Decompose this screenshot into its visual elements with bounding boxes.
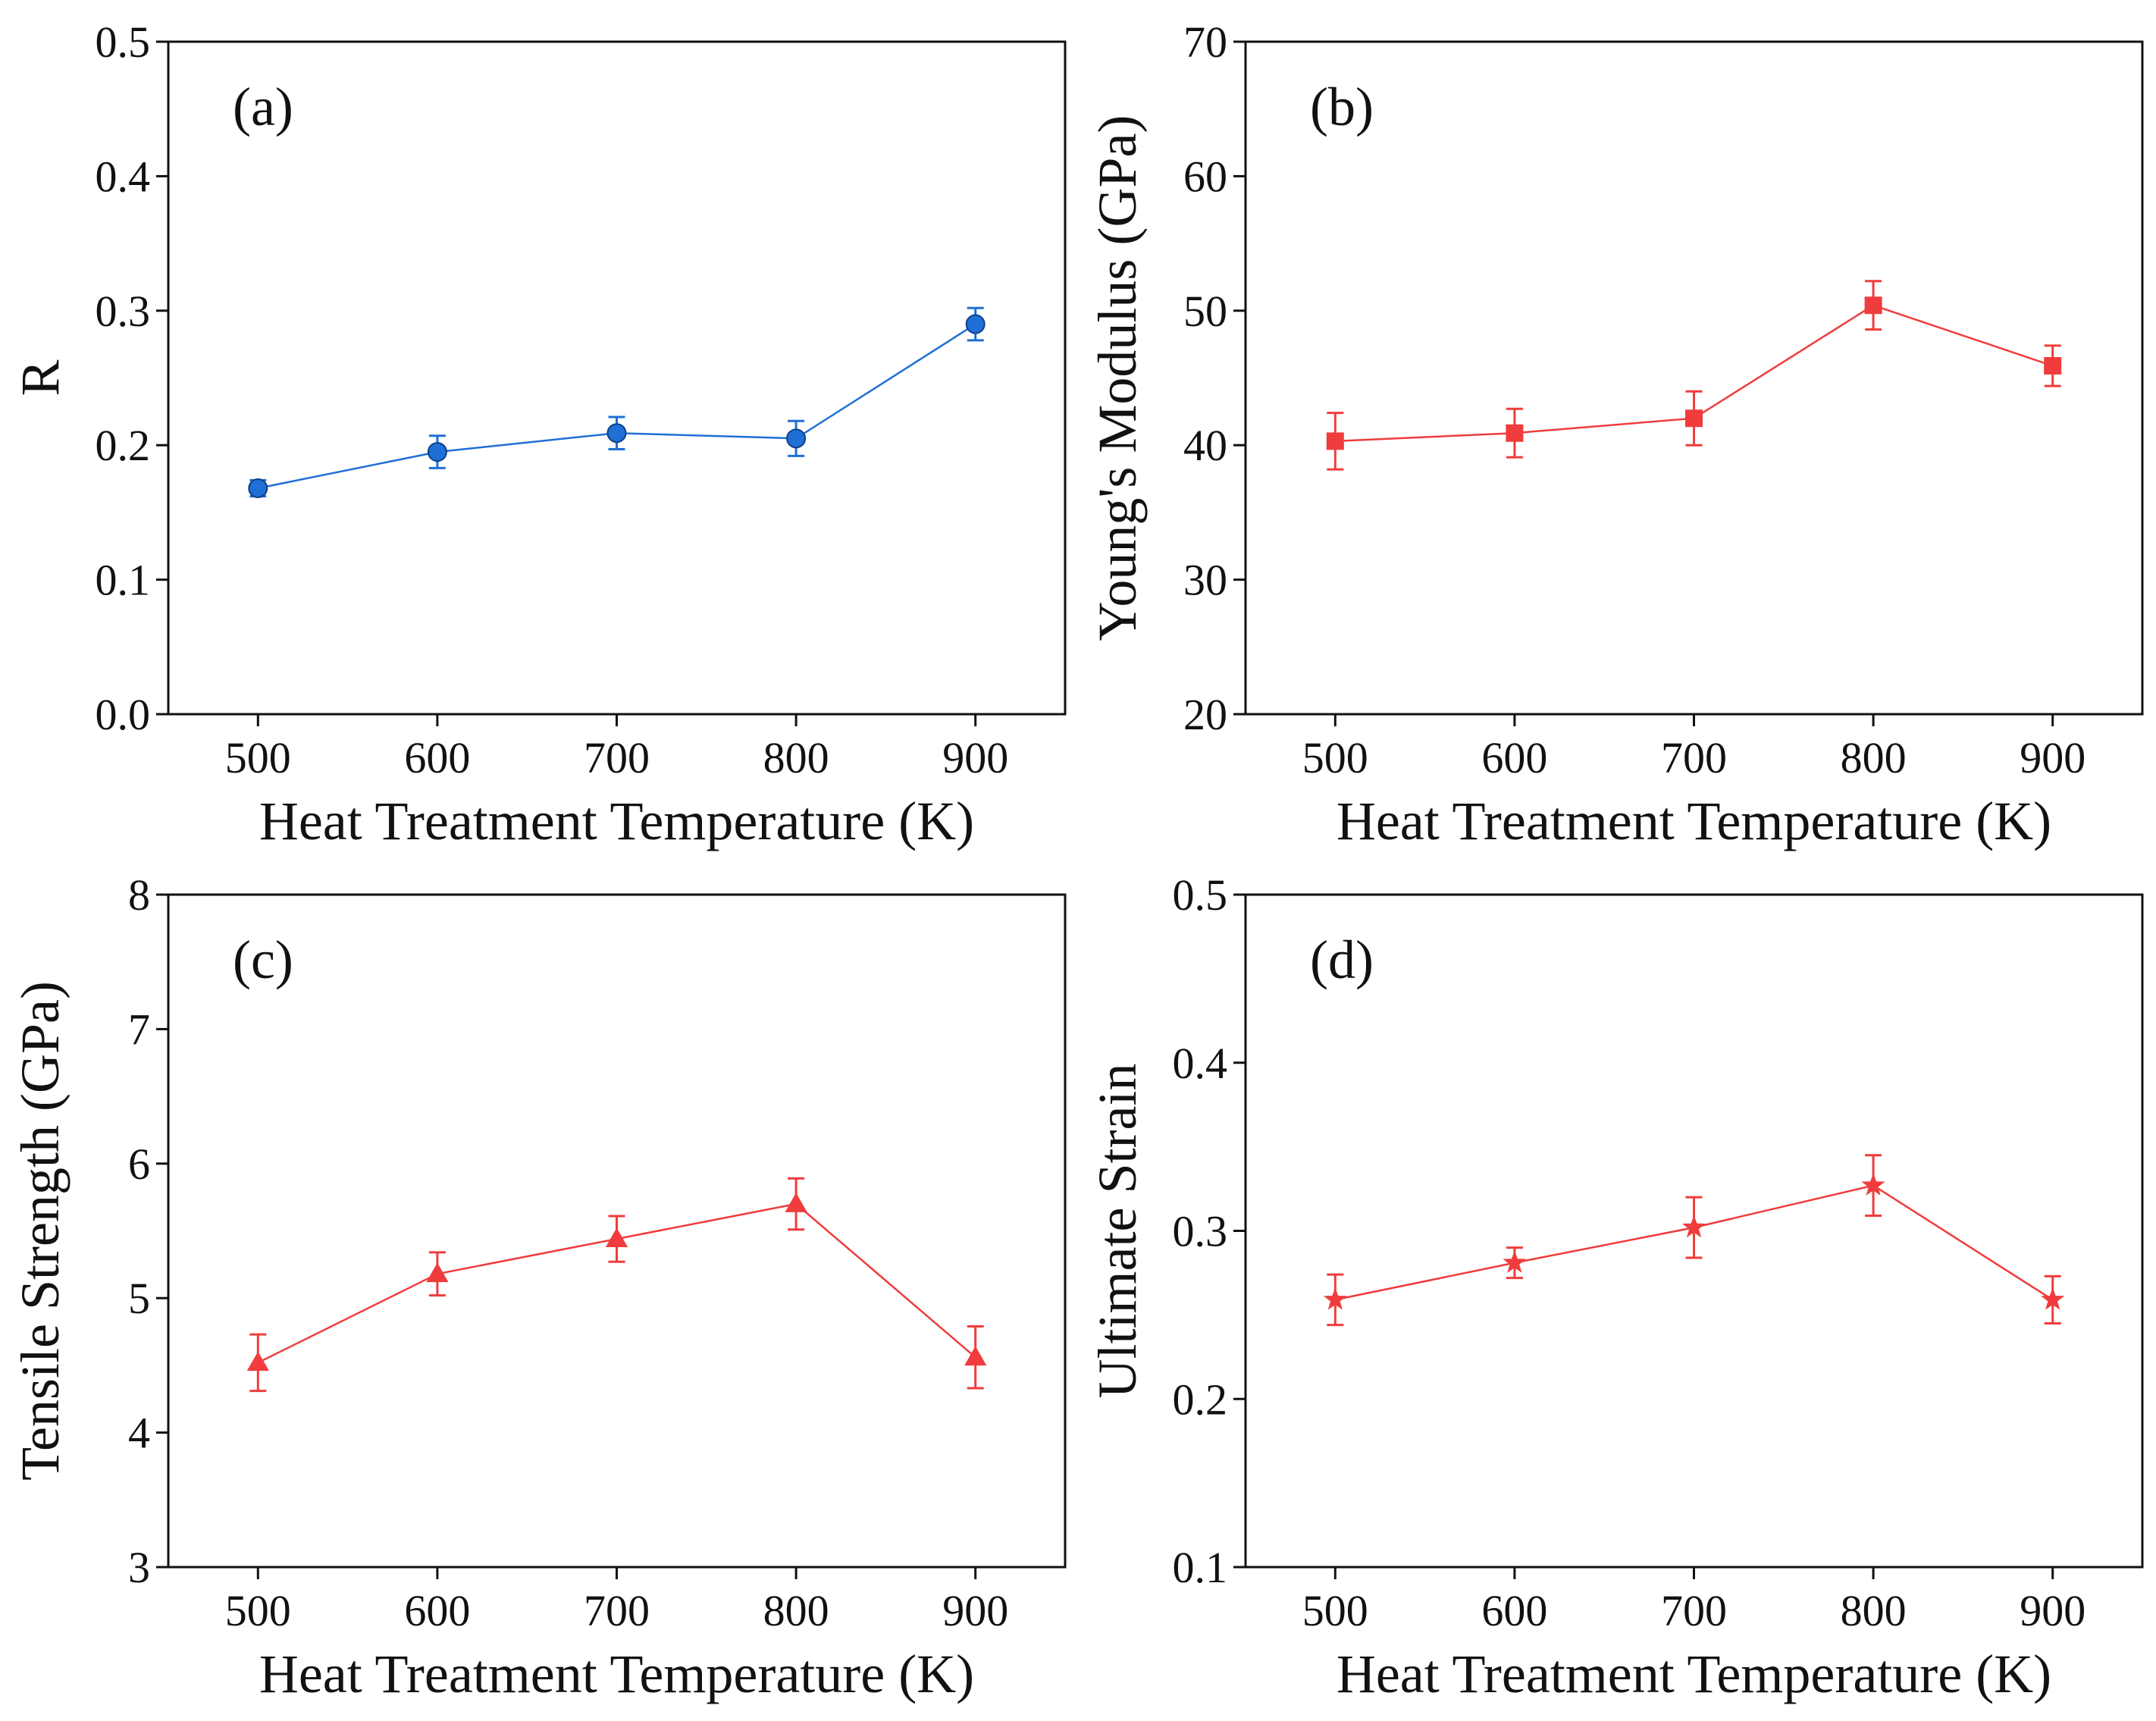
y-axis-title: Ultimate Strain xyxy=(1087,1064,1148,1399)
x-axis-title: Heat Treatment Temperature (K) xyxy=(1337,791,2051,851)
x-tick-label: 500 xyxy=(1302,733,1368,782)
plot-frame xyxy=(1244,40,2144,716)
y-tick-label: 0.5 xyxy=(1173,870,1228,920)
x-axis-title: Heat Treatment Temperature (K) xyxy=(259,1644,974,1704)
panel-label: (a) xyxy=(233,77,293,137)
x-axis-title: Heat Treatment Temperature (K) xyxy=(259,791,974,851)
y-tick-label: 0.1 xyxy=(1173,1543,1228,1592)
panel-d: 500 600 700 800 900 0.1 0.2 0.3 0.4 0.5 Heat Treat… xyxy=(1087,870,2144,1704)
y-tick-label: 5 xyxy=(128,1274,150,1323)
plot-frame xyxy=(167,40,1067,716)
y-tick-label: 6 xyxy=(128,1139,150,1189)
data-point xyxy=(426,1262,449,1283)
data-point xyxy=(606,423,627,444)
y-tick-label: 7 xyxy=(128,1005,150,1054)
y-tick-label: 0.3 xyxy=(1173,1207,1228,1256)
x-tick-label: 700 xyxy=(1661,733,1727,782)
series-line xyxy=(258,323,976,490)
y-tick-label: 3 xyxy=(128,1543,150,1592)
y-axis-title: Young's Modulus (GPa) xyxy=(1087,115,1148,641)
data-point xyxy=(427,442,447,462)
x-axis-title: Heat Treatment Temperature (K) xyxy=(1337,1644,2051,1704)
x-tick-label: 800 xyxy=(1841,733,1907,782)
series-0 xyxy=(1323,1154,2065,1327)
data-point xyxy=(1326,432,1344,450)
x-tick-label: 700 xyxy=(1661,1586,1727,1635)
x-tick-label: 500 xyxy=(225,1586,291,1635)
y-tick-label: 0.1 xyxy=(96,556,151,605)
panel-label: (c) xyxy=(233,929,293,990)
data-point xyxy=(785,1193,807,1212)
x-tick-label: 700 xyxy=(584,1586,650,1635)
series-0 xyxy=(1326,280,2062,471)
y-tick-label: 50 xyxy=(1183,287,1227,336)
series-0 xyxy=(248,306,986,498)
y-tick-label: 20 xyxy=(1183,690,1227,739)
y-axis-title: R xyxy=(10,359,71,396)
panel-label: (b) xyxy=(1310,77,1374,137)
x-tick-label: 600 xyxy=(404,1586,470,1635)
x-tick-label: 900 xyxy=(2020,733,2085,782)
data-point xyxy=(248,478,268,498)
x-tick-label: 500 xyxy=(225,733,291,782)
y-tick-label: 8 xyxy=(128,870,150,920)
y-tick-label: 0.5 xyxy=(96,17,151,67)
data-point xyxy=(786,428,807,449)
data-point xyxy=(1681,1215,1706,1238)
x-tick-label: 600 xyxy=(1481,733,1547,782)
x-tick-label: 600 xyxy=(404,733,470,782)
data-point xyxy=(1861,1173,1885,1196)
data-point xyxy=(964,1346,987,1366)
x-tick-label: 900 xyxy=(2020,1586,2085,1635)
x-tick-label: 900 xyxy=(942,733,1008,782)
y-tick-label: 4 xyxy=(128,1409,150,1458)
data-point xyxy=(1685,409,1703,428)
panel-c: 500 600 700 800 900 3 4 5 6 7 8 Heat Treatment Temp… xyxy=(10,870,1067,1704)
data-point xyxy=(1506,424,1524,442)
data-point xyxy=(965,314,986,334)
data-point xyxy=(1864,296,1882,315)
y-tick-label: 0.2 xyxy=(1173,1375,1228,1424)
data-point xyxy=(2044,357,2062,375)
y-tick-label: 0.2 xyxy=(96,421,151,470)
y-tick-label: 0.0 xyxy=(96,690,151,739)
panel-b: 500 600 700 800 900 20 30 40 50 60 70 Heat Treatmen… xyxy=(1087,17,2144,851)
y-tick-label: 70 xyxy=(1183,17,1227,67)
data-point xyxy=(246,1351,269,1371)
data-point xyxy=(1503,1250,1527,1273)
series-0 xyxy=(246,1177,987,1393)
data-point xyxy=(605,1227,628,1247)
y-axis-title: Tensile Strength (GPa) xyxy=(10,981,71,1481)
y-tick-label: 30 xyxy=(1183,556,1227,605)
x-tick-label: 800 xyxy=(763,733,829,782)
x-tick-label: 500 xyxy=(1302,1586,1368,1635)
x-tick-label: 700 xyxy=(584,733,650,782)
y-tick-label: 0.3 xyxy=(96,287,151,336)
x-tick-label: 800 xyxy=(1841,1586,1907,1635)
panel-label: (d) xyxy=(1310,929,1374,990)
x-tick-label: 900 xyxy=(942,1586,1008,1635)
panel-a: 500 600 700 800 900 0.0 0.1 0.2 0.3 0.4 0.5 Heat Tr… xyxy=(10,17,1067,851)
data-point xyxy=(2041,1287,2065,1310)
y-tick-label: 60 xyxy=(1183,152,1227,201)
x-tick-label: 600 xyxy=(1481,1586,1547,1635)
y-tick-label: 0.4 xyxy=(1173,1039,1228,1088)
x-tick-label: 800 xyxy=(763,1586,829,1635)
y-tick-label: 0.4 xyxy=(96,152,151,201)
data-point xyxy=(1323,1287,1347,1310)
y-tick-label: 40 xyxy=(1183,421,1227,470)
